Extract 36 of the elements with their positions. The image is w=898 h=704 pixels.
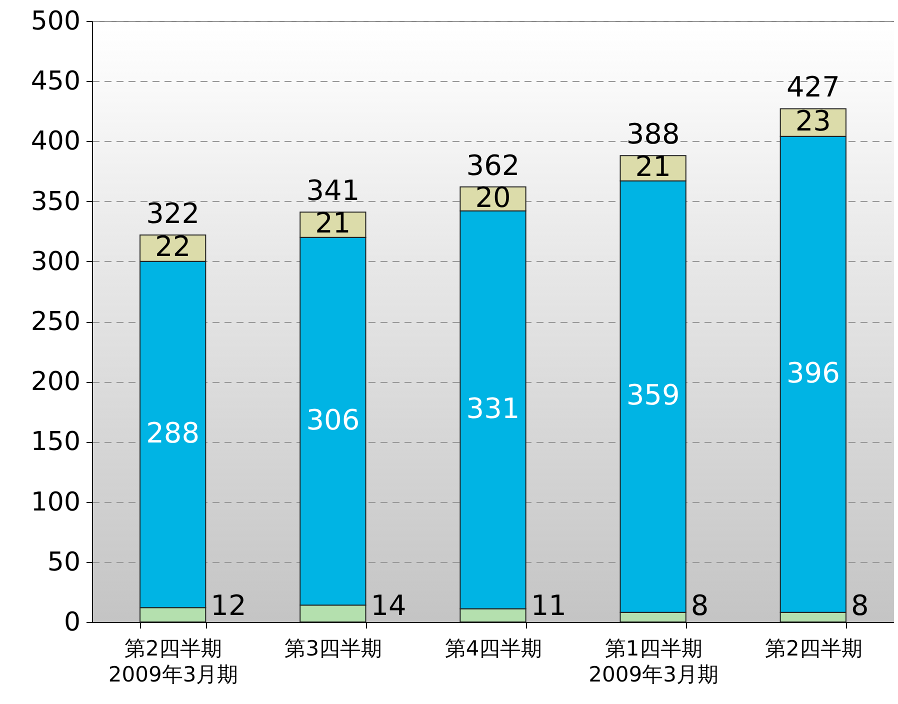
x-tick-label: 第4四半期 (444, 636, 542, 660)
total-label: 427 (786, 70, 840, 104)
y-tick-label: 50 (47, 547, 80, 578)
total-label: 362 (466, 148, 520, 182)
data-label: 8 (850, 589, 869, 622)
total-label: 341 (306, 174, 360, 208)
x-tick-label: 第3四半期 (284, 636, 382, 660)
y-tick-label: 200 (30, 367, 80, 398)
x-tick-label: 第2四半期 (764, 636, 862, 660)
y-tick-label: 250 (30, 307, 80, 337)
data-label: 22 (155, 230, 191, 264)
data-label: 8 (690, 589, 709, 622)
y-tick-label: 500 (30, 6, 80, 36)
y-tick-label: 350 (30, 186, 80, 217)
total-label: 388 (626, 118, 680, 151)
data-label: 359 (626, 378, 680, 412)
data-label: 306 (306, 403, 360, 436)
x-tick-label: 第2四半期 2009年3月期 (108, 636, 238, 686)
data-label: 288 (146, 416, 200, 450)
data-label: 12 (210, 589, 246, 622)
data-label: 331 (466, 392, 520, 425)
y-tick-label: 450 (30, 66, 80, 97)
data-label: 21 (315, 206, 351, 240)
total-label: 322 (146, 196, 200, 230)
y-tick-label: 100 (30, 487, 80, 518)
y-tick-label: 150 (30, 427, 80, 458)
data-label: 21 (635, 150, 671, 184)
data-label: 23 (795, 104, 831, 138)
data-label: 11 (530, 589, 566, 622)
y-tick-label: 400 (30, 126, 80, 157)
x-tick-label: 第1四半期 2009年3月期 (588, 636, 718, 686)
y-tick-label: 300 (30, 246, 80, 277)
data-label: 20 (475, 180, 511, 214)
data-label: 14 (370, 589, 406, 622)
y-tick-label: 0 (64, 608, 80, 638)
data-label: 396 (786, 356, 840, 390)
